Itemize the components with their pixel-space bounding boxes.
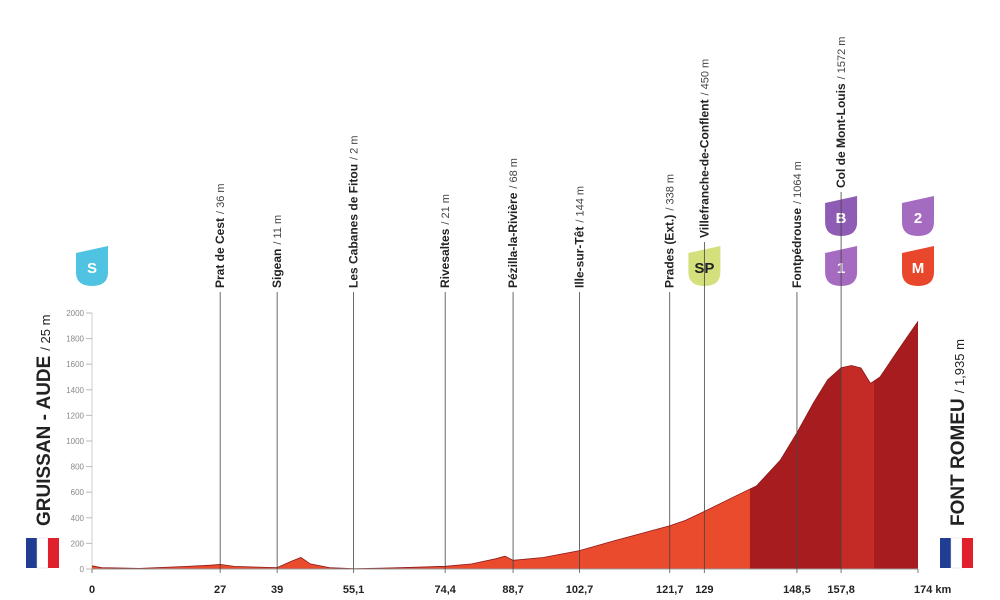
finish-flag — [940, 537, 973, 569]
waypoint-name: Villefranche-de-Conflent — [697, 100, 711, 238]
waypoint-altitude: / 1572 m — [836, 37, 848, 80]
flag-red — [962, 538, 973, 568]
endpoint-name: FONT ROMEU — [948, 398, 969, 526]
endpoint-label: FONT ROMEU / 1,935 m — [948, 339, 969, 526]
waypoint-label: Les Cabanes de Fitou / 2 m — [347, 136, 361, 288]
endpoint-name: GRUISSAN - AUDE — [34, 356, 55, 526]
endpoint-label: GRUISSAN - AUDE / 25 m — [34, 315, 55, 526]
waypoint-altitude: / 36 m — [215, 183, 227, 214]
x-tick-label: 157,8 — [827, 584, 855, 596]
badge-shape — [902, 246, 934, 286]
waypoint-name: Pézilla-la-Rivière — [506, 192, 520, 288]
waypoint-label: Rivesaltes / 21 m — [438, 194, 452, 288]
flag-blue — [26, 538, 37, 568]
waypoint-name: Sigean — [270, 249, 284, 288]
profile-line — [91, 321, 919, 570]
badge-label: 2 — [914, 210, 922, 227]
waypoint-name: Les Cabanes de Fitou — [347, 164, 361, 288]
x-tick-label: 88,7 — [502, 584, 523, 596]
y-tick-label: 200 — [71, 539, 85, 548]
waypoint-name: Prat de Cest — [213, 218, 227, 288]
waypoint-altitude: / 21 m — [440, 194, 452, 225]
waypoint-label: Villefranche-de-Conflent / 450 m — [697, 59, 711, 238]
waypoint-label: Fontpédrouse / 1064 m — [790, 161, 804, 288]
x-tick-label: 129 — [695, 584, 713, 596]
waypoint-altitude: / 11 m — [272, 215, 284, 245]
x-tick-label: 74,4 — [434, 584, 456, 596]
x-tick-label: 55,1 — [343, 584, 364, 596]
y-tick-label: 800 — [71, 463, 85, 472]
x-tick-label: 102,7 — [566, 584, 594, 596]
badge-shape — [902, 196, 934, 236]
badge-shape — [76, 246, 108, 286]
flag-white — [950, 537, 963, 569]
waypoint-label: Ille-sur-Têt / 144 m — [573, 186, 587, 288]
y-tick-label: 1200 — [66, 411, 84, 420]
waypoint-name: Col de Mont-Louis — [834, 83, 848, 188]
waypoint-label: Prat de Cest / 36 m — [213, 183, 227, 288]
start-flag — [26, 537, 59, 569]
x-tick-label: 174 km — [914, 584, 952, 596]
waypoint-altitude: / 338 m — [665, 174, 677, 211]
waypoint-altitude: / 450 m — [699, 59, 711, 96]
badge: M — [902, 246, 934, 286]
waypoint-altitude: / 144 m — [575, 186, 587, 223]
waypoint-label: Sigean / 11 m — [270, 215, 284, 288]
badge-label: M — [912, 260, 925, 277]
y-tick-label: 1400 — [66, 386, 84, 395]
x-tick-label: 27 — [214, 584, 226, 596]
waypoint-name: Ille-sur-Têt — [573, 227, 587, 288]
waypoint-altitude: / 2 m — [349, 136, 361, 160]
waypoint-altitude: / 1064 m — [792, 161, 804, 204]
endpoint-altitude: / 25 m — [38, 315, 53, 351]
waypoint-label: Prades (Ext.) / 338 m — [663, 174, 677, 288]
y-tick-label: 1800 — [66, 335, 84, 344]
y-tick-label: 400 — [71, 514, 85, 523]
x-tick-label: 0 — [89, 584, 95, 596]
flag-white — [36, 537, 49, 569]
badge: 2 — [902, 196, 934, 236]
y-tick-label: 2000 — [66, 309, 84, 318]
flag-blue — [940, 538, 951, 568]
x-tick-label: 121,7 — [656, 584, 684, 596]
x-tick-label: 148,5 — [783, 584, 811, 596]
endpoint-altitude: / 1,935 m — [952, 339, 967, 393]
y-tick-label: 0 — [80, 565, 85, 574]
waypoint-name: Fontpédrouse — [790, 208, 804, 288]
waypoint-label: Pézilla-la-Rivière / 68 m — [506, 158, 520, 288]
waypoint-name: Prades (Ext.) — [663, 215, 677, 288]
badge: S — [76, 246, 108, 286]
waypoint-label: Col de Mont-Louis / 1572 m — [834, 37, 848, 188]
x-tick-label: 39 — [271, 584, 283, 596]
y-tick-label: 1600 — [66, 360, 84, 369]
waypoint-name: Rivesaltes — [438, 228, 452, 288]
flag-red — [48, 538, 59, 568]
waypoint-altitude: / 68 m — [508, 158, 520, 189]
badge-label: S — [87, 260, 97, 277]
y-tick-label: 600 — [71, 488, 85, 497]
y-tick-label: 1000 — [66, 437, 84, 446]
